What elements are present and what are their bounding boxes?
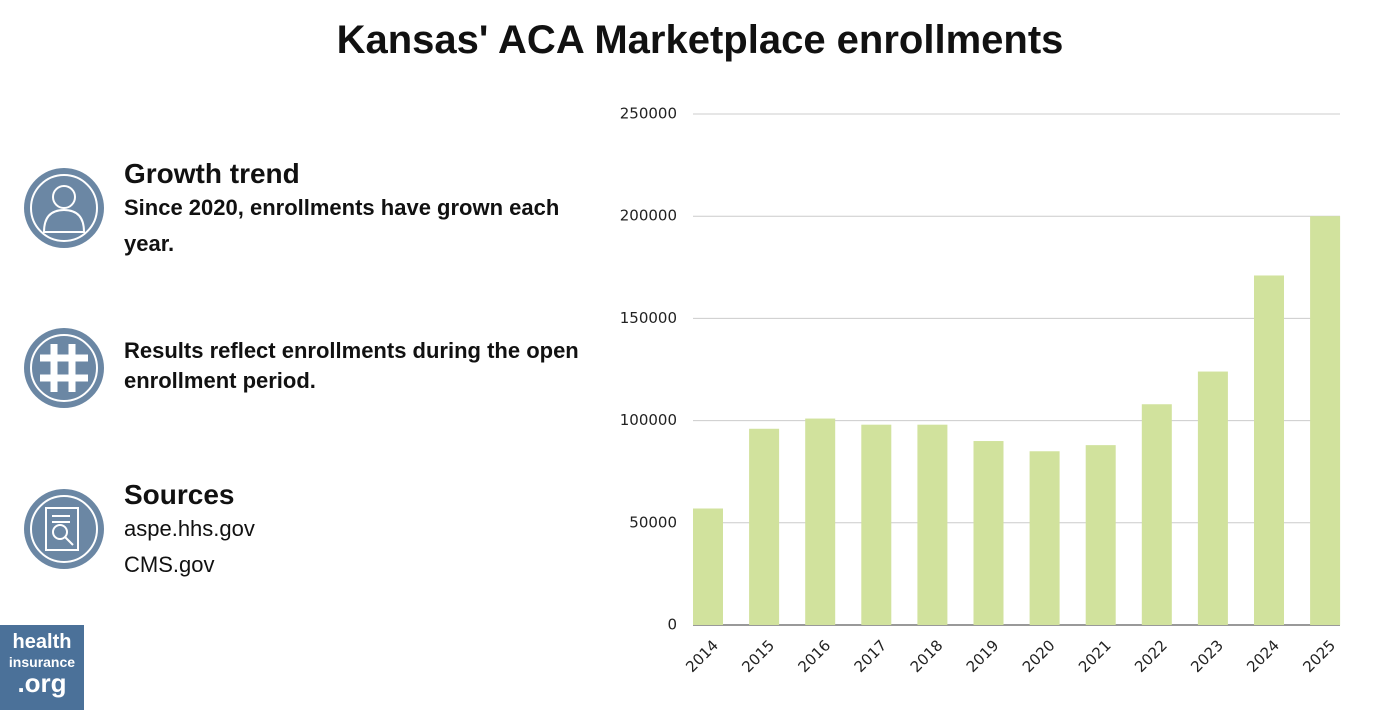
bar	[1029, 451, 1060, 625]
x-tick-label: 2020	[1019, 636, 1059, 676]
logo-text: .org	[17, 668, 67, 698]
people-icon	[24, 168, 104, 248]
bar	[805, 418, 836, 625]
hashtag-icon	[24, 328, 104, 408]
source: CMS.gov	[124, 552, 215, 577]
period-block: Results reflect enrollments during the o…	[124, 336, 594, 396]
bar	[1141, 404, 1172, 625]
y-tick-label: 250000	[620, 105, 677, 123]
text: Results reflect enrollments during the o…	[124, 338, 579, 393]
sources-block: Sources aspe.hhs.gov CMS.gov	[124, 479, 594, 583]
heading: Growth trend	[124, 158, 300, 189]
x-tick-label: 2025	[1299, 636, 1339, 676]
bar	[861, 424, 892, 625]
bar	[1310, 216, 1341, 625]
y-tick-label: 50000	[629, 513, 677, 531]
x-tick-label: 2014	[682, 636, 722, 676]
text: Since 2020, enrollments have grown each …	[124, 195, 560, 256]
bar	[749, 428, 780, 625]
bar	[973, 441, 1004, 625]
x-tick-label: 2017	[851, 636, 891, 676]
x-tick-label: 2024	[1243, 636, 1283, 676]
y-tick-label: 200000	[620, 207, 677, 225]
bar	[693, 508, 723, 625]
x-tick-label: 2018	[907, 636, 947, 676]
chart-title: Kansas' ACA Marketplace enrollments	[336, 18, 1064, 62]
source: aspe.hhs.gov	[124, 516, 255, 541]
icons	[24, 168, 104, 569]
y-tick-label: 100000	[620, 411, 677, 429]
heading: Sources	[124, 479, 235, 510]
logo-text: health	[12, 631, 72, 653]
logo: health insurance .org	[0, 625, 84, 710]
y-tick-label: 150000	[620, 309, 677, 327]
bar	[1085, 445, 1116, 625]
bar	[1254, 275, 1284, 625]
x-tick-label: 2016	[794, 636, 834, 676]
bar	[917, 424, 948, 625]
bar	[1197, 371, 1228, 625]
x-tick-label: 2023	[1187, 636, 1227, 676]
growth-block: Growth trend Since 2020, enrollments hav…	[124, 158, 594, 262]
x-tick-label: 2022	[1131, 636, 1171, 676]
document-icon	[24, 489, 104, 569]
x-tick-label: 2019	[963, 636, 1003, 676]
y-tick-label: 0	[667, 616, 677, 634]
x-tick-label: 2015	[738, 636, 778, 676]
logo-text: insurance	[8, 654, 76, 670]
x-tick-label: 2021	[1075, 636, 1115, 676]
